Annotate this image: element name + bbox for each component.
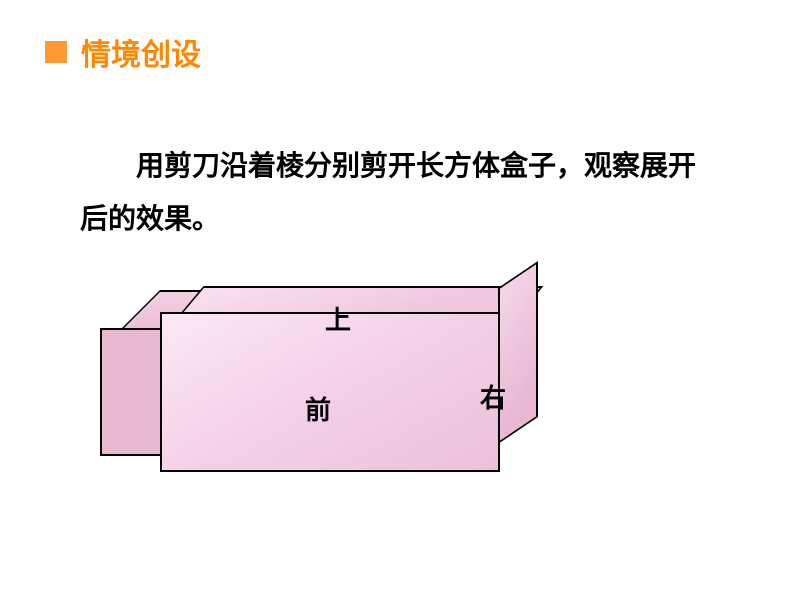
label-right: 右: [480, 378, 506, 415]
front-box-top-face: [180, 286, 543, 314]
header-title: 情境创设: [81, 30, 201, 74]
body-text: 用剪刀沿着棱分别剪开长方体盒子，观察展开后的效果。: [0, 74, 794, 245]
front-box-right-face: [498, 261, 538, 444]
cuboid-diagram: 上 前 右: [100, 280, 600, 580]
slide-header: 情境创设: [0, 0, 794, 74]
label-front: 前: [305, 390, 331, 427]
label-top: 上: [325, 300, 351, 337]
bullet-square-icon: [45, 41, 67, 63]
